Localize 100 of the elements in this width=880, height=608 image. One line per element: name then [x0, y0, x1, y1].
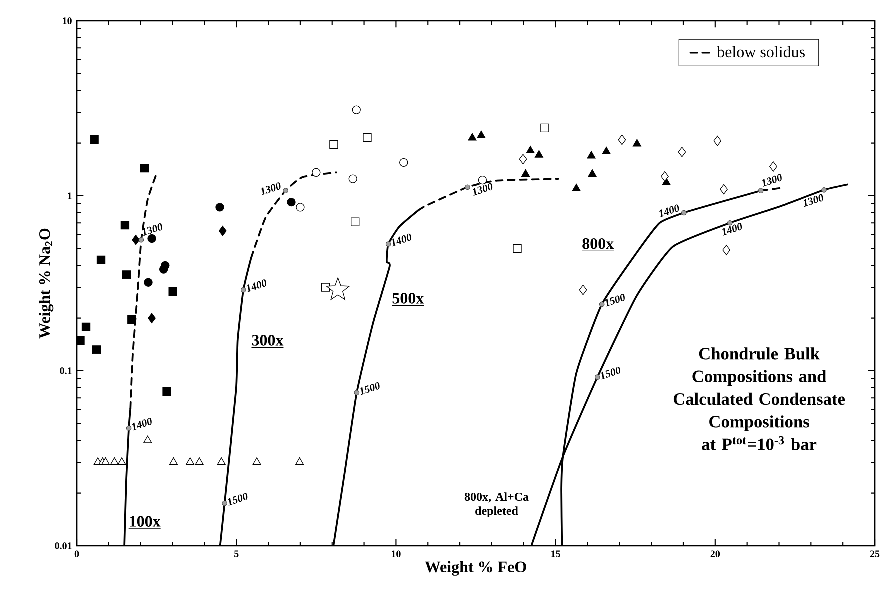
- point: [330, 140, 338, 150]
- point: [354, 390, 360, 396]
- point: [572, 184, 581, 192]
- point: [110, 458, 119, 466]
- point: [140, 164, 150, 173]
- point: [90, 135, 99, 144]
- point: [159, 265, 168, 274]
- annotation: 1300: [762, 174, 782, 187]
- y-axis-title: Weight % Na$_{2}$O: [39, 228, 54, 339]
- point: [287, 198, 296, 207]
- point: [513, 244, 522, 254]
- point: [579, 284, 588, 296]
- point: [218, 226, 227, 236]
- point: [144, 278, 153, 287]
- point: [720, 184, 728, 195]
- point: [540, 124, 550, 133]
- y-tick-label: 10: [63, 18, 72, 24]
- annotation: 800x: [582, 238, 614, 250]
- annotation: 300x: [252, 335, 284, 346]
- point: [522, 169, 530, 177]
- point: [144, 436, 152, 444]
- point: [678, 147, 686, 158]
- annotation: 1500: [360, 382, 380, 396]
- x-tick-label: 10: [392, 550, 401, 558]
- point: [594, 374, 600, 380]
- annotation: 1500: [600, 366, 620, 380]
- point: [217, 458, 226, 466]
- point: [321, 283, 330, 292]
- point: [348, 174, 358, 184]
- point: [714, 136, 722, 146]
- point: [138, 237, 144, 243]
- annotation: 1300: [142, 223, 162, 236]
- point: [632, 139, 642, 147]
- point: [618, 134, 626, 146]
- point: [195, 458, 204, 466]
- point: [465, 184, 470, 190]
- legend-label: below solidus: [717, 46, 805, 58]
- x-tick-label: 25: [870, 550, 880, 558]
- point: [602, 146, 611, 154]
- point: [96, 256, 106, 264]
- point: [186, 458, 195, 466]
- point: [351, 218, 360, 226]
- point: [477, 130, 486, 138]
- annotation: 1400: [660, 204, 680, 218]
- x-tick-label: 5: [234, 550, 239, 558]
- point: [132, 234, 140, 246]
- point: [122, 270, 132, 280]
- x-tick-label: 0: [74, 550, 80, 558]
- point: [82, 322, 91, 332]
- annotation: 1300: [804, 194, 824, 208]
- point: [363, 134, 372, 142]
- point: [386, 242, 392, 247]
- point: [599, 302, 605, 308]
- annotation: 500x: [392, 293, 424, 304]
- x-tick-label: 15: [552, 550, 560, 558]
- point: [681, 210, 687, 216]
- annotation: 1500: [605, 294, 625, 307]
- point: [400, 158, 408, 168]
- text: Chondrule Bulk Compositions and Calculated Condensate Compositions at P$^{tot}$=10$^{-3}$ bar: [674, 348, 846, 450]
- point: [283, 188, 288, 194]
- point: [534, 150, 544, 158]
- point: [722, 245, 731, 256]
- point: [118, 458, 126, 466]
- point: [758, 188, 764, 194]
- y-tick-label: 0.01: [55, 542, 72, 550]
- x-tick-label: 20: [710, 550, 720, 558]
- annotation: 1400: [392, 234, 412, 247]
- point: [120, 220, 130, 230]
- point: [128, 316, 136, 324]
- point: [822, 187, 827, 193]
- annotation: 1400: [132, 418, 152, 431]
- point: [588, 169, 597, 177]
- point: [296, 203, 305, 212]
- y-tick-label: 0.1: [60, 368, 72, 374]
- point: [162, 388, 172, 396]
- point: [352, 106, 361, 114]
- point: [222, 500, 228, 506]
- point: [468, 133, 477, 141]
- point: [126, 426, 132, 432]
- point: [587, 151, 596, 159]
- point: [770, 162, 778, 172]
- annotation: 1300: [261, 182, 281, 196]
- point: [92, 346, 102, 354]
- point: [661, 172, 669, 182]
- annotation: 1300: [473, 183, 493, 196]
- annotation: 1400: [246, 280, 266, 292]
- y-tick-label: 1: [68, 192, 72, 200]
- annotation: 100x: [130, 516, 161, 527]
- annotation: 800x, Al+Ca depleted: [464, 492, 529, 518]
- point: [312, 168, 321, 177]
- point: [216, 203, 224, 212]
- point: [76, 336, 85, 346]
- point: [240, 287, 246, 293]
- annotation: 1400: [722, 223, 742, 236]
- point: [526, 146, 535, 154]
- point: [148, 313, 156, 324]
- annotation: 1500: [228, 493, 248, 506]
- point: [169, 458, 178, 466]
- x-axis-title: Weight % FeO: [425, 561, 526, 576]
- point: [252, 458, 262, 466]
